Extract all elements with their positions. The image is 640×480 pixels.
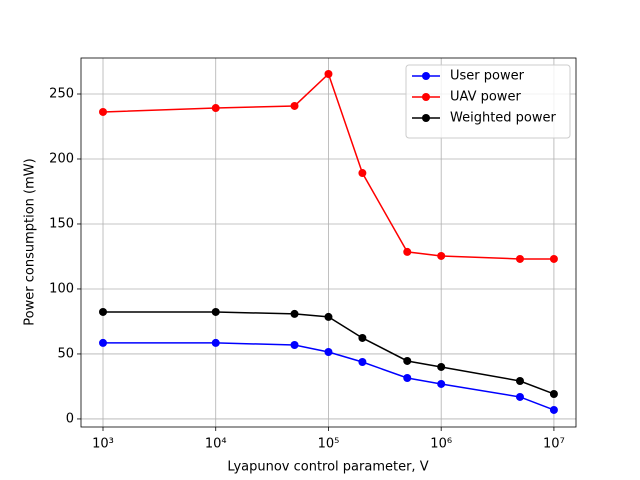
x-tick-label: 10⁶ [430,437,452,452]
y-tick-label: 250 [49,87,74,102]
data-point [437,362,446,371]
x-tick-label: 10⁴ [205,437,227,452]
data-point [324,69,333,78]
data-point [358,333,367,342]
data-point [358,358,367,367]
data-point [549,405,558,414]
data-point [515,254,524,263]
legend-marker [422,114,430,122]
legend-label: UAV power [450,90,521,105]
data-point [403,247,412,256]
data-point [403,356,412,365]
data-point [437,379,446,388]
y-tick-label: 50 [57,346,74,361]
data-point [211,307,220,316]
data-point [358,169,367,178]
data-point [437,251,446,260]
legend-label: User power [450,69,525,84]
data-point [99,338,108,347]
data-point [99,107,108,116]
legend-box [405,64,571,139]
data-point [99,307,108,316]
legend-label: Weighted power [450,111,557,126]
x-axis-label: Lyapunov control parameter, V [227,460,428,475]
data-point [211,338,220,347]
legend-marker [422,93,430,101]
data-point [290,309,299,318]
y-tick-label: 100 [49,281,74,296]
x-tick-label: 10⁷ [543,437,565,452]
data-point [324,312,333,321]
data-point [549,254,558,263]
data-point [324,348,333,357]
y-tick-label: 0 [66,411,74,426]
data-point [549,389,558,398]
y-axis-label: Power consumption (mW) [23,158,38,325]
data-point [515,376,524,385]
x-tick-label: 10³ [92,437,114,452]
legend-marker [422,72,430,80]
y-tick-label: 200 [49,151,74,166]
data-point [290,340,299,349]
data-point [290,101,299,110]
data-point [515,392,524,401]
plot-frame [80,57,577,428]
data-point [211,104,220,113]
data-point [403,373,412,382]
x-tick-label: 10⁵ [318,437,340,452]
y-tick-label: 150 [49,216,74,231]
